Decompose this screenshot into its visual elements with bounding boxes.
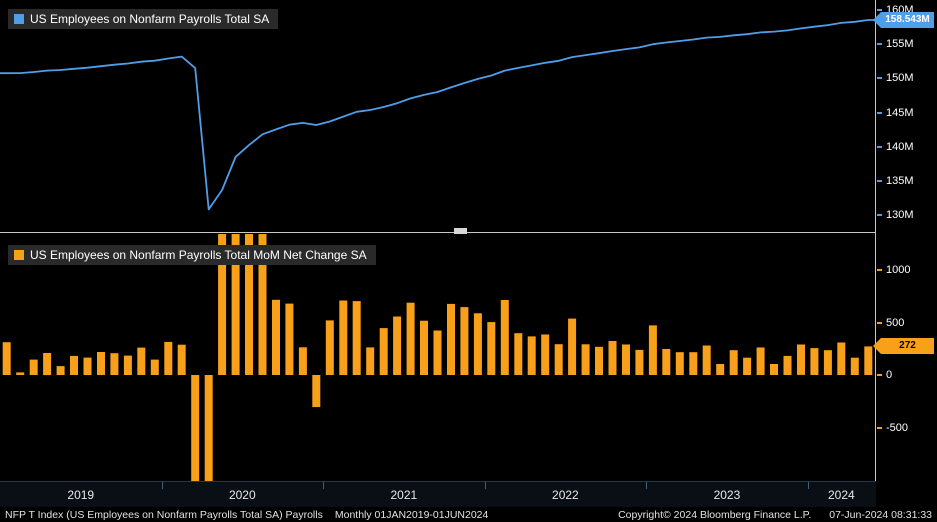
y-axis-tick: -500	[877, 421, 908, 435]
y-axis-tick: 145M	[877, 106, 914, 120]
bar-legend[interactable]: US Employees on Nonfarm Payrolls Total M…	[8, 245, 376, 265]
x-axis-year-label: 2019	[67, 488, 95, 502]
x-axis-year-label: 2020	[228, 488, 256, 502]
footer-periodicity-range: Monthly 01JAN2019-01JUN2024	[334, 508, 489, 521]
bar-series-swatch	[14, 250, 24, 260]
pane-resize-handle[interactable]	[454, 228, 467, 234]
x-axis-year-label: 2024	[827, 488, 855, 502]
y-axis-tick: 140M	[877, 140, 914, 154]
x-axis-year-label: 2023	[713, 488, 741, 502]
x-axis: 2019 2020 2021 2022 2023 2024	[0, 481, 876, 507]
x-axis-tick	[646, 482, 648, 489]
y-axis-line	[875, 0, 876, 481]
x-axis-year-label: 2021	[390, 488, 418, 502]
line-series-swatch	[14, 14, 24, 24]
right-axis: 158.543M 272 160M 155M 150M 145M 140M 135M 130…	[873, 0, 937, 481]
bar-last-value-badge: 272	[873, 338, 934, 355]
x-axis-tick	[807, 482, 809, 489]
y-axis-tick: 500	[877, 316, 904, 330]
y-axis-tick: 135M	[877, 174, 914, 188]
x-axis-tick	[323, 482, 325, 489]
y-axis-tick: 130M	[877, 208, 914, 222]
status-bar: NFP T Index (US Employees on Nonfarm Pay…	[0, 507, 937, 522]
y-axis-tick: 155M	[877, 37, 914, 51]
line-last-value-badge: 158.543M	[873, 11, 934, 28]
payrolls-bar-plot[interactable]	[0, 234, 875, 481]
payrolls-line-plot[interactable]	[0, 0, 875, 233]
pane-divider	[0, 232, 876, 233]
y-axis-tick: 1000	[877, 263, 910, 277]
bar-legend-label: US Employees on Nonfarm Payrolls Total M…	[30, 248, 367, 262]
x-axis-tick	[161, 482, 163, 489]
footer-datetime: 07-Jun-2024 08:31:33	[829, 508, 932, 521]
footer-copyright: Copyright© 2024 Bloomberg Finance L.P.	[618, 508, 812, 521]
y-axis-tick: 150M	[877, 71, 914, 85]
line-legend-label: US Employees on Nonfarm Payrolls Total S…	[30, 12, 270, 26]
line-legend[interactable]: US Employees on Nonfarm Payrolls Total S…	[8, 9, 279, 29]
y-axis-tick: 0	[877, 368, 892, 382]
x-axis-tick	[484, 482, 486, 489]
x-axis-year-label: 2022	[552, 488, 579, 502]
footer-index-description: NFP T Index (US Employees on Nonfarm Pay…	[5, 508, 323, 521]
